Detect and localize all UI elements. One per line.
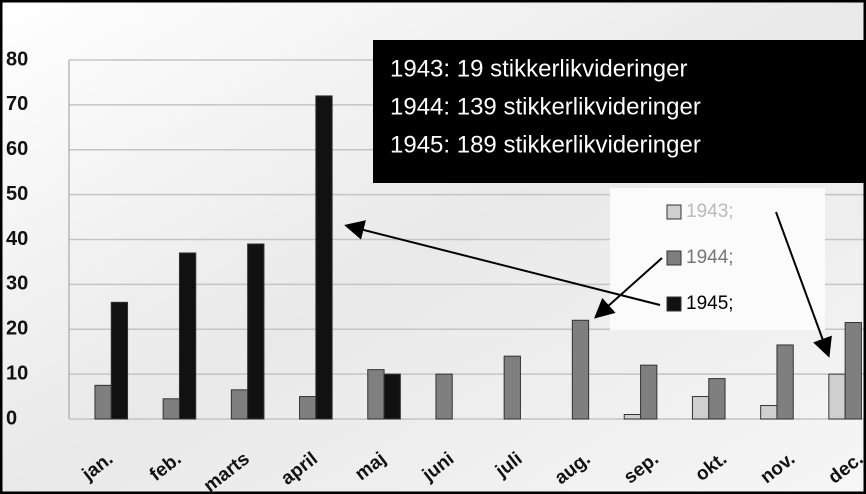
- annotation: 1945: 189 stikkerlikvideringer: [390, 131, 701, 158]
- bar: [178, 252, 197, 420]
- y-tick-label: 0: [6, 407, 17, 429]
- bar: [383, 373, 401, 420]
- legend-swatch: [666, 204, 682, 220]
- bar: [299, 396, 317, 420]
- bar: [162, 398, 180, 420]
- y-tick-label: 60: [6, 138, 28, 160]
- bar: [247, 243, 265, 420]
- bar: [708, 378, 726, 420]
- legend-box: [610, 188, 825, 330]
- annotation: 1943: 19 stikkerlikvideringer: [390, 55, 687, 82]
- y-tick-label: 70: [6, 93, 28, 115]
- y-tick-label: 10: [6, 362, 28, 384]
- bar: [110, 301, 129, 420]
- y-tick-label: 50: [6, 183, 28, 205]
- bar: [571, 319, 590, 420]
- legend-swatch: [666, 250, 682, 266]
- legend-label: 1944;: [686, 247, 734, 268]
- bar: [760, 405, 778, 420]
- arrow: [594, 257, 663, 319]
- bar: [828, 373, 846, 420]
- bar: [623, 414, 642, 420]
- annotation-box: [373, 40, 866, 183]
- legend-label: 1945;: [686, 293, 734, 314]
- y-tick-label: 80: [6, 48, 28, 70]
- y-tick-label: 30: [6, 273, 28, 295]
- arrow: [344, 220, 661, 306]
- bar: [230, 389, 249, 420]
- y-tick-label: 40: [6, 228, 28, 250]
- bar: [640, 364, 658, 420]
- annotation: 1944: 139 stikkerlikvideringer: [390, 93, 701, 120]
- bar: [315, 95, 333, 420]
- bar: [94, 384, 112, 420]
- y-tick-label: 20: [6, 318, 28, 340]
- legend-label: 1943;: [686, 201, 734, 222]
- arrow: [775, 211, 832, 358]
- bar: [435, 373, 453, 420]
- bar: [844, 322, 862, 420]
- bar: [691, 396, 710, 420]
- legend-swatch: [666, 296, 682, 312]
- bar: [367, 369, 385, 420]
- bar: [503, 355, 521, 420]
- bar: [776, 344, 794, 420]
